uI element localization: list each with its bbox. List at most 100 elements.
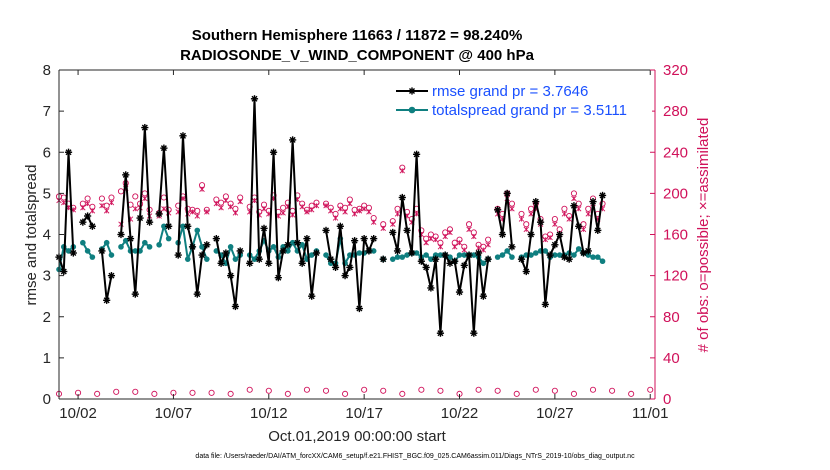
rmse-point — [203, 241, 211, 249]
totalspread-point — [480, 260, 487, 267]
obs-assimilated-point — [204, 209, 210, 215]
obs-assimilated-point — [99, 202, 105, 209]
rmse-point — [575, 222, 583, 230]
totalspread-point — [180, 223, 186, 230]
rmse-point — [589, 198, 597, 206]
obs-possible-point — [108, 194, 115, 201]
rmse-point — [117, 230, 125, 239]
rmse-point — [160, 144, 168, 152]
rmse-point — [393, 247, 402, 255]
obs-assimilated-point — [337, 206, 344, 212]
obs-possible-low-point — [494, 387, 501, 394]
obs-possible-low-point — [475, 386, 482, 393]
obs-assimilated-point — [561, 211, 568, 217]
rmse-point — [327, 255, 335, 263]
obs-possible-low-point — [284, 390, 291, 397]
rmse-point — [389, 228, 397, 237]
obs-possible-low-point — [380, 387, 387, 394]
rmse-point — [217, 259, 225, 267]
obs-assimilated-point — [542, 236, 549, 243]
rmse-point — [312, 249, 321, 257]
rmse-point — [584, 247, 592, 255]
obs-assimilated-point — [342, 209, 348, 215]
rmse-point — [103, 296, 111, 304]
x-tick-label: 10/07 — [155, 405, 193, 422]
totalspread-point — [142, 239, 148, 246]
x-axis-label: Oct.01,2019 00:00:00 start — [268, 428, 446, 445]
y-axis-ticks: 0 1 2 3 4 5 6 7 8 — [43, 62, 64, 408]
rmse-point — [508, 243, 516, 251]
rmse-point — [503, 189, 511, 197]
totalspread-point — [156, 241, 162, 248]
x-axis-ticks: 10/02 10/07 10/12 10/17 10/22 10/27 11/01 — [59, 70, 668, 422]
chart-title: Southern Hemisphere 11663 / 11872 = 98.2… — [192, 27, 523, 44]
rmse-line — [520, 195, 604, 306]
obs-possible-low-point — [94, 390, 101, 397]
y-tick-label: 8 — [43, 62, 51, 79]
rmse-point — [479, 292, 487, 300]
y-tick-label: 5 — [43, 185, 51, 202]
obs-assimilated-point — [84, 200, 91, 207]
rmse-point — [441, 251, 449, 259]
rmse-point — [260, 224, 268, 232]
legend: rmse grand pr = 3.7646 totalspread grand… — [390, 78, 652, 122]
obs-possible-low-point — [342, 390, 349, 397]
totalspread-point — [108, 252, 115, 258]
obs-possible-low-point — [227, 390, 234, 397]
rmse-point — [236, 247, 244, 255]
rmse-point — [293, 239, 301, 247]
rmse-point — [255, 255, 263, 263]
rmse-point — [155, 210, 163, 218]
rmse-point — [269, 148, 278, 156]
totalspread-point — [542, 248, 549, 254]
obs-possible-point — [84, 195, 91, 202]
rmse-point — [174, 251, 182, 259]
obs-possible-point — [485, 236, 492, 243]
y-tick-label: 6 — [43, 144, 51, 161]
rmse-point — [436, 329, 445, 337]
obs-assimilated-point — [456, 240, 463, 246]
rmse-point — [360, 235, 368, 243]
totalspread-point — [494, 254, 501, 260]
obs-assimilated-point — [189, 209, 196, 215]
totalspread-point — [575, 246, 582, 252]
totalspread-point — [432, 252, 439, 258]
obs-assimilated-point — [428, 235, 434, 242]
plot-content — [55, 95, 654, 397]
totalspread-point — [599, 258, 606, 265]
totalspread-point — [184, 256, 191, 262]
rmse-line — [496, 192, 513, 247]
y-tick-label: 3 — [43, 268, 51, 285]
rmse-point — [322, 226, 330, 234]
rmse-point — [355, 304, 363, 313]
obs-assimilated-point — [571, 195, 577, 202]
rmse-point — [136, 214, 144, 222]
obs-possible-point — [465, 221, 473, 228]
totalspread-point — [132, 248, 139, 254]
rmse-point — [470, 329, 478, 337]
rmse-point — [370, 235, 378, 243]
rmse-point — [551, 241, 559, 249]
totalspread-point — [270, 244, 277, 250]
rmse-point — [451, 257, 459, 265]
y-tick-label: 0 — [43, 391, 51, 408]
totalspread-point — [394, 254, 401, 260]
obs-assimilated-point — [232, 210, 239, 216]
rmse-point — [98, 247, 106, 255]
totalspread-point — [251, 256, 258, 262]
obs-possible-low-point — [151, 390, 158, 397]
totalspread-point — [437, 252, 444, 258]
rmse-point — [193, 290, 201, 298]
rmse-point — [79, 218, 87, 226]
y2-tick-label: 160 — [663, 227, 688, 244]
totalspread-point — [80, 239, 86, 246]
obs-assimilated-point — [308, 207, 315, 213]
rmse-point — [341, 272, 349, 280]
obs-assimilated-point — [199, 186, 205, 192]
obs-assimilated-point — [442, 233, 448, 240]
obs-possible-low-point — [551, 387, 558, 394]
totalspread-point — [370, 248, 377, 254]
obs-assimilated-point — [323, 202, 329, 209]
obs-possible-low-point — [113, 388, 120, 395]
